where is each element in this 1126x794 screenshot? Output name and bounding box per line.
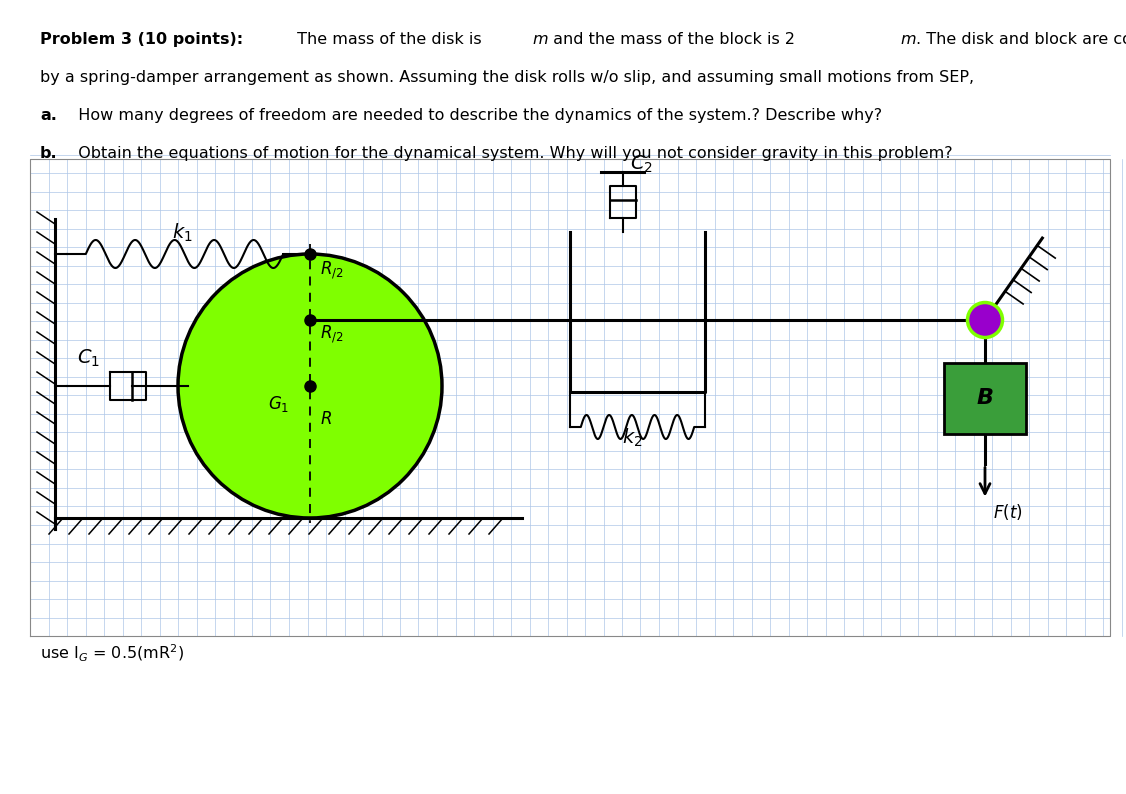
Circle shape [967, 303, 1002, 337]
Text: The mass of the disk is: The mass of the disk is [292, 32, 486, 47]
Text: by a spring-damper arrangement as shown. Assuming the disk rolls w/o slip, and a: by a spring-damper arrangement as shown.… [41, 70, 974, 85]
Text: $C_1$: $C_1$ [77, 348, 100, 369]
Text: use I$_G$ = 0.5(mR$^2$): use I$_G$ = 0.5(mR$^2$) [41, 643, 184, 664]
Text: $G_1$: $G_1$ [268, 394, 289, 414]
Text: m: m [531, 32, 547, 47]
Text: $R_{/2}$: $R_{/2}$ [320, 259, 343, 280]
Text: Problem 3 (10 points):: Problem 3 (10 points): [41, 32, 243, 47]
Text: How many degrees of freedom are needed to describe the dynamics of the system.? : How many degrees of freedom are needed t… [68, 108, 882, 123]
Text: . The disk and block are connected: . The disk and block are connected [915, 32, 1126, 47]
Bar [944, 363, 1026, 434]
Text: $F(t)$: $F(t)$ [993, 502, 1022, 522]
Text: and the mass of the block is 2: and the mass of the block is 2 [548, 32, 795, 47]
Circle shape [178, 254, 443, 518]
Text: B: B [976, 388, 993, 408]
Text: $k_1$: $k_1$ [172, 222, 194, 245]
Text: m: m [900, 32, 915, 47]
Text: $k_2$: $k_2$ [623, 427, 643, 449]
Text: Obtain the equations of motion for the dynamical system. Why will you not consid: Obtain the equations of motion for the d… [68, 146, 953, 161]
Text: $R$: $R$ [320, 410, 332, 428]
Text: $C_2$: $C_2$ [631, 154, 653, 175]
Text: a.: a. [41, 108, 57, 123]
Text: $R_{/2}$: $R_{/2}$ [320, 323, 343, 345]
Text: b.: b. [41, 146, 57, 161]
